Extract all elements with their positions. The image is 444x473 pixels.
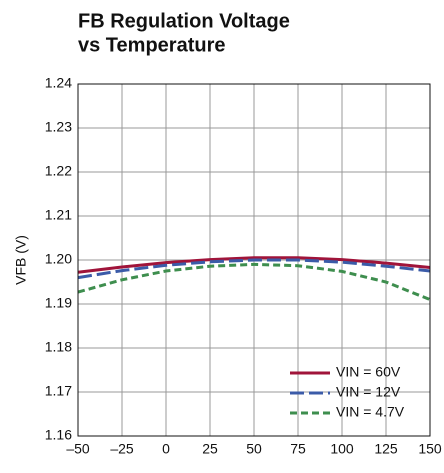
- legend-label: VIN = 12V: [336, 384, 401, 400]
- x-tick-label: 0: [162, 441, 170, 457]
- x-tick-label: –50: [66, 441, 90, 457]
- legend-label: VIN = 4.7V: [336, 404, 405, 420]
- x-tick-label: 100: [330, 441, 354, 457]
- chart-title: FB Regulation Voltage: [78, 10, 290, 32]
- legend-label: VIN = 60V: [336, 364, 401, 380]
- x-tick-label: 150: [418, 441, 442, 457]
- x-tick-label: 75: [290, 441, 306, 457]
- x-tick-label: 25: [202, 441, 218, 457]
- plot-frame: [77, 83, 431, 437]
- y-tick-label: 1.18: [45, 339, 72, 355]
- x-tick-label: 50: [246, 441, 262, 457]
- series-line: [77, 262, 431, 301]
- chart-title: vs Temperature: [78, 34, 225, 56]
- x-tick-label: 125: [374, 441, 398, 457]
- y-tick-label: 1.20: [45, 251, 72, 267]
- y-tick-label: 1.22: [45, 163, 72, 179]
- series-line: [77, 256, 431, 274]
- y-axis-label: VFB (V): [13, 235, 29, 285]
- y-tick-label: 1.24: [45, 75, 72, 91]
- x-tick-label: –25: [110, 441, 134, 457]
- y-tick-label: 1.17: [45, 383, 72, 399]
- y-tick-label: 1.21: [45, 207, 72, 223]
- y-tick-label: 1.16: [45, 427, 72, 443]
- y-tick-label: 1.19: [45, 295, 72, 311]
- series-line: [77, 258, 431, 280]
- y-tick-label: 1.23: [45, 119, 72, 135]
